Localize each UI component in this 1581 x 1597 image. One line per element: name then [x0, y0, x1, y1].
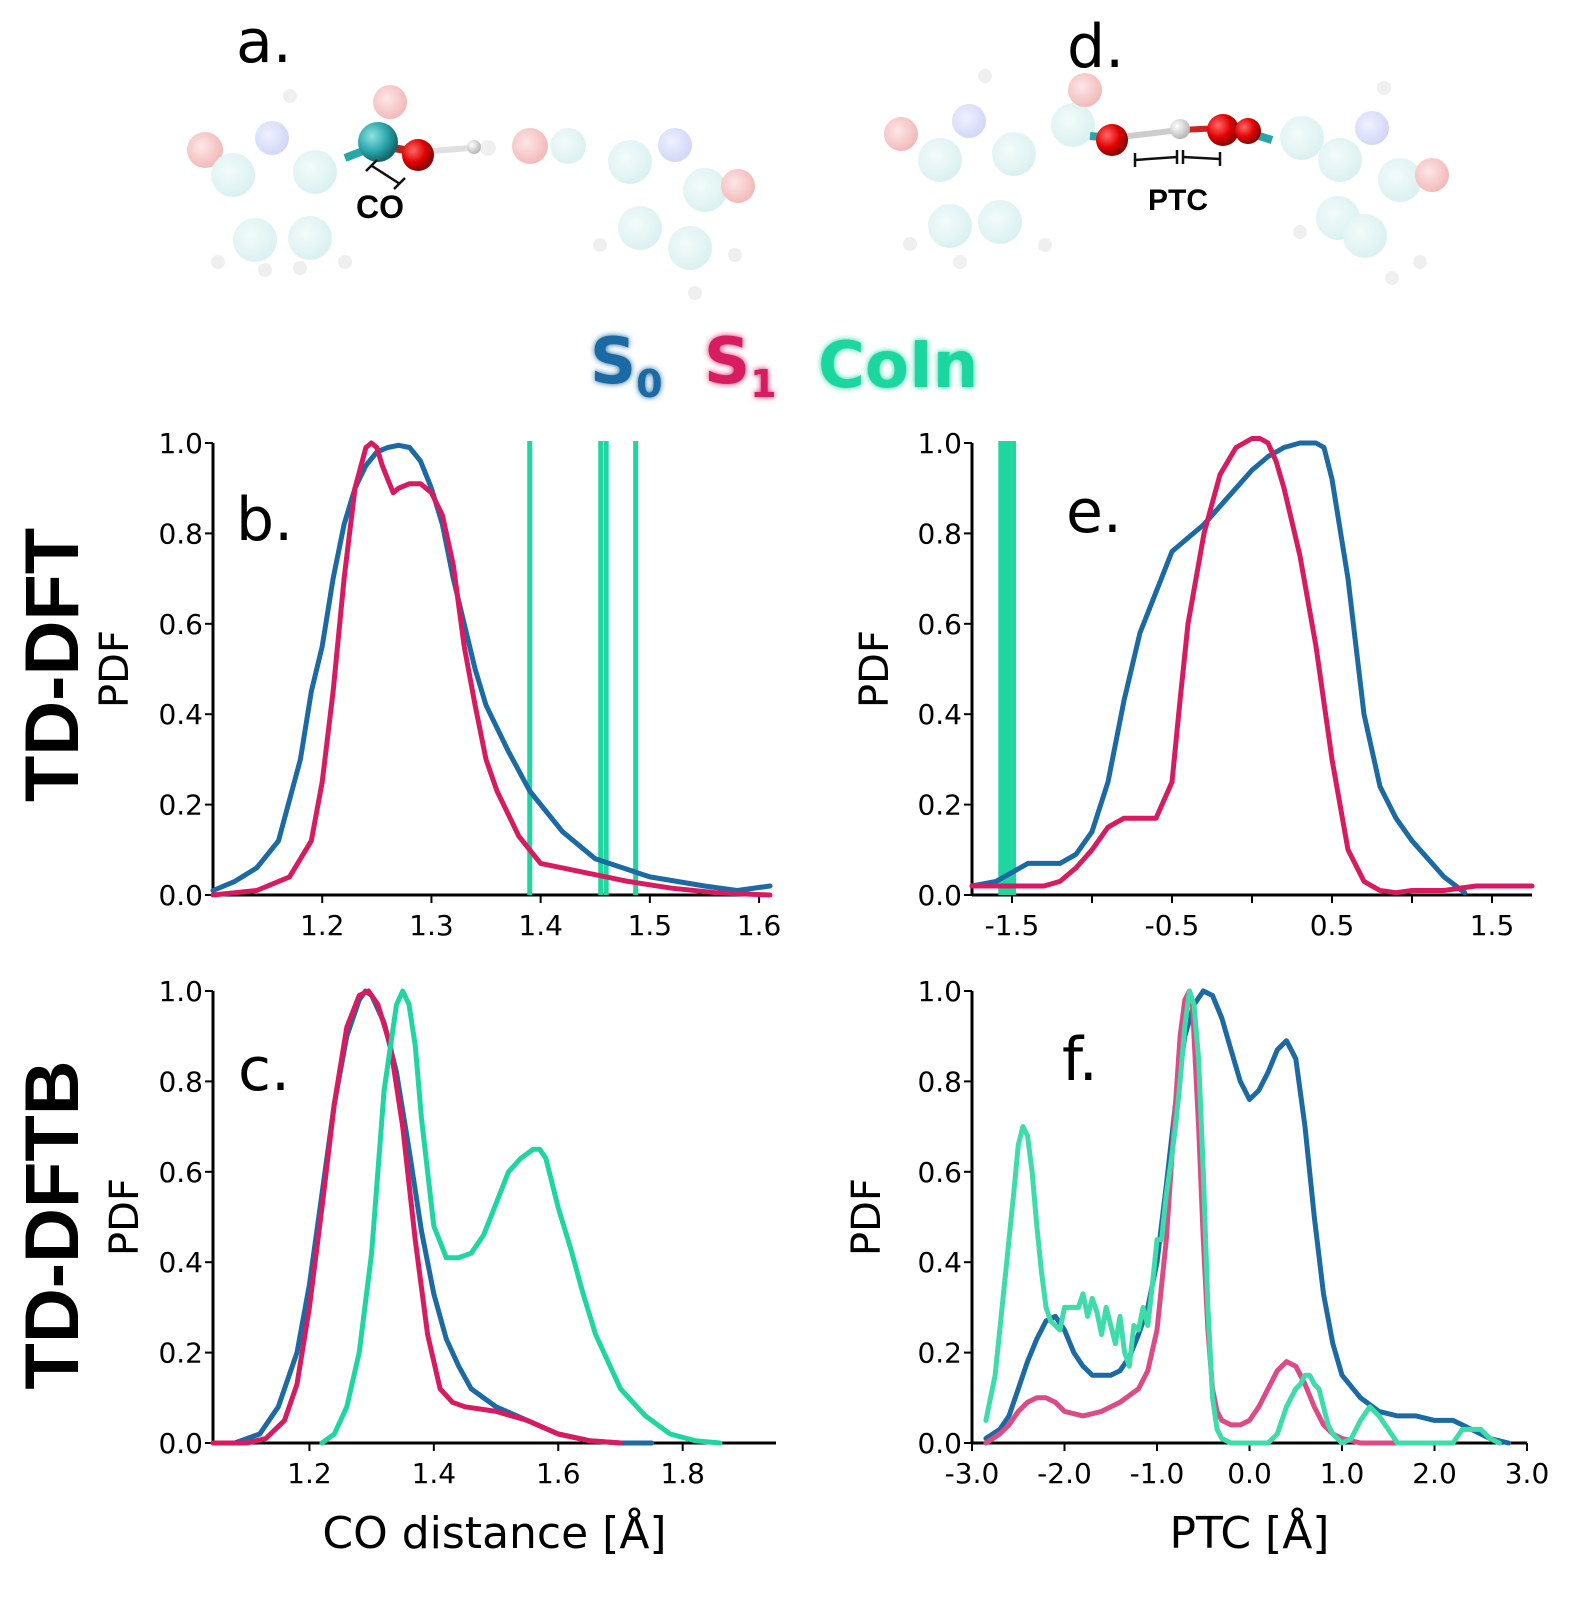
axes-f: 0.0 0.2 0.4 0.6 0.8 1.0 -3.0 -2.0 -1.0 0.0 1.0 2.0 3…: [844, 975, 1549, 1559]
x-tick-label: -1.5: [985, 909, 1040, 942]
legend-s1-sub: 1: [750, 362, 776, 406]
y-axis-label: PDF: [852, 630, 898, 708]
series-line-s1: [983, 988, 1419, 1446]
row-label-top: TD-DFT: [10, 528, 95, 802]
y-tick-label: 0.4: [158, 698, 203, 731]
y-tick-label: 1.0: [158, 427, 203, 460]
x-tick-label: 1.2: [300, 909, 345, 942]
x-tick-label: 1.3: [409, 909, 454, 942]
y-tick-label: 0.8: [917, 1065, 962, 1098]
panel-label-a: a.: [236, 7, 292, 77]
molecule-d-faint-atoms: [884, 69, 1449, 285]
series-line-s0: [969, 440, 1468, 896]
y-tick-label: 0.6: [917, 608, 962, 641]
x-axis-label: CO distance [Å]: [322, 1506, 666, 1559]
y-tick-label: 0.2: [158, 789, 203, 822]
molecule-a-faint-atoms: [187, 85, 755, 300]
series-line-s0: [210, 442, 773, 893]
series-line-s1: [210, 988, 623, 1446]
x-tick-label: 1.4: [412, 1457, 457, 1490]
molecule-a-annotation: CO: [356, 189, 404, 225]
y-axis-label: PDF: [844, 1178, 890, 1256]
y-tick-label: 0.8: [917, 517, 962, 550]
panel-f: 0.0 0.2 0.4 0.6 0.8 1.0 -3.0 -2.0 -1.0 0.0 1.0 2.0 3…: [844, 975, 1549, 1559]
legend-s0-sub: 0: [636, 362, 662, 406]
molecule-a: a.: [187, 7, 755, 300]
y-tick-label: 0.2: [158, 1337, 203, 1370]
y-tick-label: 0.8: [158, 517, 203, 550]
y-axis-label: PDF: [102, 1178, 148, 1256]
y-tick-label: 0.4: [158, 1246, 203, 1279]
legend-s1: S1: [704, 325, 777, 406]
panel-label-b: b.: [236, 485, 293, 555]
x-tick-label: 1.2: [287, 1457, 332, 1490]
panel-b: 0.0 0.2 0.4 0.6 0.8 1.0 1.2 1.3 1.4 1.5 1.6 PDF b.: [92, 427, 781, 942]
panel-label-e: e.: [1066, 477, 1122, 547]
x-tick-label: 1.4: [518, 909, 563, 942]
x-tick-label: 3.0: [1505, 1457, 1550, 1490]
y-tick-label: 1.0: [917, 427, 962, 460]
panel-label-c: c.: [238, 1035, 290, 1105]
x-axis-label: PTC [Å]: [1170, 1506, 1330, 1559]
x-tick-label: 1.8: [660, 1457, 705, 1490]
x-tick-label: 2.0: [1412, 1457, 1457, 1490]
legend: S0 S1 CoIn: [590, 325, 978, 406]
axes-e: 0.0 0.2 0.4 0.6 0.8 1.0 -1.5 -0.5 0.5 1.5 PDF: [852, 427, 1532, 942]
x-tick-label: 0.5: [1310, 909, 1355, 942]
panel-e: 0.0 0.2 0.4 0.6 0.8 1.0 -1.5 -0.5 0.5 1.5 PDF e.: [852, 427, 1535, 942]
molecule-d-highlighted-bond: [1089, 114, 1274, 167]
x-tick-label: 1.5: [1470, 909, 1515, 942]
series-line-s1: [210, 440, 773, 898]
x-tick-label: 1.0: [1320, 1457, 1365, 1490]
y-tick-label: 0.0: [158, 879, 203, 912]
x-tick-label: -1.0: [1130, 1457, 1185, 1490]
x-tick-label: 1.5: [628, 909, 673, 942]
y-tick-label: 0.6: [158, 1156, 203, 1189]
x-tick-label: 1.6: [536, 1457, 581, 1490]
legend-s1-name: S: [704, 325, 750, 399]
y-tick-label: 1.0: [917, 975, 962, 1008]
x-tick-label: -2.0: [1037, 1457, 1092, 1490]
y-tick-label: 0.4: [917, 698, 962, 731]
legend-s0: S0: [590, 325, 663, 406]
y-tick-label: 0.0: [917, 879, 962, 912]
molecule-a-highlighted-bond: [343, 122, 481, 190]
axes-b: 0.0 0.2 0.4 0.6 0.8 1.0 1.2 1.3 1.4 1.5 1.6 PDF: [92, 427, 781, 942]
legend-coin: CoIn: [818, 329, 978, 403]
y-tick-label: 0.2: [917, 789, 962, 822]
series-line-coin: [983, 988, 1502, 1446]
y-tick-label: 0.4: [917, 1246, 962, 1279]
molecule-d-annotation: PTC: [1148, 184, 1208, 217]
y-tick-label: 0.0: [158, 1427, 203, 1460]
y-tick-label: 0.2: [917, 1337, 962, 1370]
panel-c: 0.0 0.2 0.4 0.6 0.8 1.0 1.2 1.4 1.6 1.8 PDF CO dist…: [102, 975, 776, 1559]
molecule-d: d.: [884, 12, 1449, 285]
y-axis-label: PDF: [92, 630, 138, 708]
panel-label-d: d.: [1067, 12, 1124, 82]
y-tick-label: 0.8: [158, 1065, 203, 1098]
row-label-bottom: TD-DFTB: [10, 1060, 95, 1389]
x-tick-label: -3.0: [945, 1457, 1000, 1490]
y-tick-label: 0.6: [917, 1156, 962, 1189]
axes-c: 0.0 0.2 0.4 0.6 0.8 1.0 1.2 1.4 1.6 1.8 PDF CO dist…: [102, 975, 776, 1559]
series-line-coin: [319, 988, 723, 1446]
x-tick-label: -0.5: [1145, 909, 1200, 942]
y-tick-label: 0.6: [158, 608, 203, 641]
panel-label-f: f.: [1062, 1025, 1098, 1095]
legend-s0-name: S: [590, 325, 636, 399]
y-tick-label: 0.0: [917, 1427, 962, 1460]
series-line-s1: [969, 436, 1535, 896]
x-tick-label: 0.0: [1227, 1457, 1272, 1490]
x-tick-label: 1.6: [737, 909, 782, 942]
y-tick-label: 1.0: [158, 975, 203, 1008]
series-line-s0: [983, 988, 1511, 1446]
